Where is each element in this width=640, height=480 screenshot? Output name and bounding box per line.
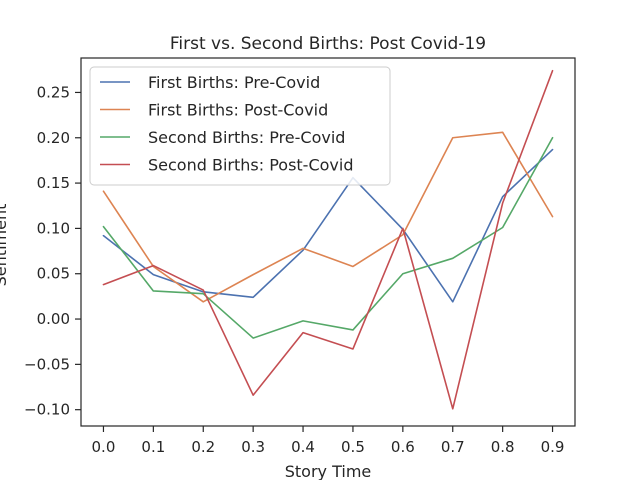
y-axis: 0.25 0.20 0.15 0.10 0.05 0.00 −0.05 −0.10 [24, 83, 81, 419]
y-axis-label: Sentiment [0, 204, 10, 287]
legend-label: Second Births: Post-Covid [148, 156, 353, 175]
x-axis-label: Story Time [285, 462, 372, 480]
series-lines [102, 69, 554, 410]
x-tick-label: 0.5 [341, 438, 365, 456]
x-tick-label: 0.2 [191, 438, 215, 456]
series-line-2 [102, 131, 554, 303]
x-tick-label: 0.3 [241, 438, 265, 456]
chart-title: First vs. Second Births: Post Covid-19 [170, 34, 486, 54]
y-tick-label: 0.10 [37, 219, 70, 237]
legend-label: Second Births: Pre-Covid [148, 128, 345, 147]
x-tick-label: 0.6 [391, 438, 415, 456]
y-tick-label: 0.20 [37, 129, 70, 147]
legend: First Births: Pre-Covid First Births: Pos… [89, 66, 391, 186]
series-line-3 [102, 136, 554, 339]
y-tick-label: 0.25 [37, 83, 70, 101]
y-tick-label: 0.05 [37, 265, 70, 283]
x-tick-label: 0.4 [291, 438, 315, 456]
y-tick-label: −0.10 [24, 401, 70, 419]
series-line-4 [102, 69, 554, 410]
y-tick-label: −0.05 [24, 355, 70, 373]
legend-label: First Births: Post-Covid [148, 101, 328, 120]
legend-box [89, 66, 391, 186]
plot-frame [80, 57, 576, 427]
x-tick-label: 0.0 [92, 438, 116, 456]
x-tick-label: 0.7 [441, 438, 465, 456]
y-tick-label: 0.15 [37, 174, 70, 192]
x-tick-label: 0.8 [491, 438, 515, 456]
x-tick-label: 0.1 [141, 438, 165, 456]
legend-label: First Births: Pre-Covid [148, 73, 320, 92]
x-axis: 0.0 0.1 0.2 0.3 0.4 0.5 0.6 0.7 0.8 0.9 [92, 426, 565, 456]
x-tick-label: 0.9 [541, 438, 565, 456]
y-tick-label: 0.00 [37, 310, 70, 328]
